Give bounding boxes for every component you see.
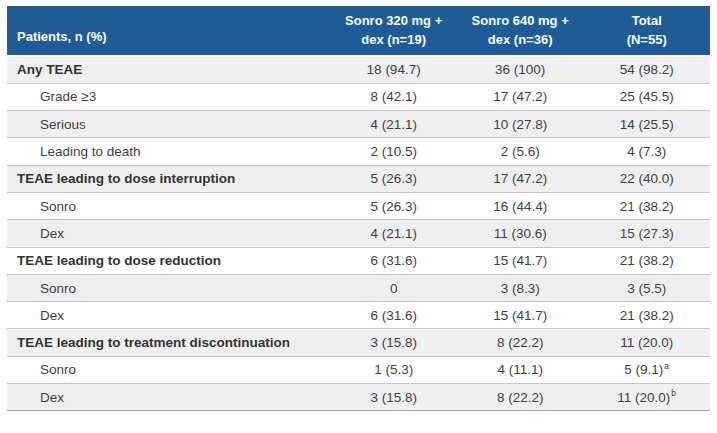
table-row: Dex6 (31.6)15 (41.7)21 (38.2) <box>7 302 710 329</box>
cell-value: 6 (31.6) <box>330 302 457 329</box>
cell-value: 1 (5.3) <box>330 356 457 383</box>
table-row: Dex3 (15.8)8 (22.2)11 (20.0)b <box>7 384 710 411</box>
cell-value: 4 (7.3) <box>583 138 710 165</box>
row-label: TEAE leading to dose reduction <box>7 247 330 274</box>
cell-value: 15 (27.3) <box>583 220 710 247</box>
teae-table-figure: Patients, n (%) Sonro 320 mg + dex (n=19… <box>0 0 717 411</box>
table-row: Sonro5 (26.3)16 (44.4)21 (38.2) <box>7 192 710 219</box>
cell-value: 0 <box>330 274 457 301</box>
row-label: Dex <box>7 220 330 247</box>
table-row: Sonro1 (5.3)4 (11.1)5 (9.1)a <box>7 356 710 383</box>
row-label: Dex <box>7 384 330 411</box>
cell-value: 8 (22.2) <box>457 384 584 411</box>
header-sonro-640: Sonro 640 mg + dex (n=36) <box>457 6 584 56</box>
table-row: Sonro03 (8.3)3 (5.5) <box>7 274 710 301</box>
header-total: Total (N=55) <box>583 6 710 56</box>
table-row: TEAE leading to dose reduction6 (31.6)15… <box>7 247 710 274</box>
table-row: Leading to death2 (10.5)2 (5.6)4 (7.3) <box>7 138 710 165</box>
row-label: Sonro <box>7 274 330 301</box>
table-row: Serious4 (21.1)10 (27.8)14 (25.5) <box>7 111 710 138</box>
cell-value: 4 (21.1) <box>330 220 457 247</box>
row-label: Sonro <box>7 356 330 383</box>
row-label: TEAE leading to treatment discontinuatio… <box>7 329 330 356</box>
header-sonro-320: Sonro 320 mg + dex (n=19) <box>330 6 457 56</box>
cell-value: 5 (26.3) <box>330 165 457 192</box>
cell-value: 18 (94.7) <box>330 56 457 83</box>
footnote-marker: a <box>664 361 669 371</box>
cell-value: 3 (8.3) <box>457 274 584 301</box>
table-row: Any TEAE18 (94.7)36 (100)54 (98.2) <box>7 56 710 83</box>
cell-value: 4 (21.1) <box>330 111 457 138</box>
cell-value: 15 (41.7) <box>457 302 584 329</box>
row-label: Leading to death <box>7 138 330 165</box>
cell-value: 10 (27.8) <box>457 111 584 138</box>
cell-value: 25 (45.5) <box>583 83 710 110</box>
cell-value: 54 (98.2) <box>583 56 710 83</box>
cell-value: 2 (10.5) <box>330 138 457 165</box>
cell-value: 6 (31.6) <box>330 247 457 274</box>
cell-value: 21 (38.2) <box>583 247 710 274</box>
cell-value: 5 (26.3) <box>330 192 457 219</box>
cell-value: 21 (38.2) <box>583 302 710 329</box>
teae-table: Patients, n (%) Sonro 320 mg + dex (n=19… <box>7 6 710 411</box>
cell-value: 11 (30.6) <box>457 220 584 247</box>
row-label: Dex <box>7 302 330 329</box>
cell-value: 3 (15.8) <box>330 329 457 356</box>
cell-value: 8 (42.1) <box>330 83 457 110</box>
cell-value: 16 (44.4) <box>457 192 584 219</box>
cell-value: 3 (5.5) <box>583 274 710 301</box>
cell-value: 8 (22.2) <box>457 329 584 356</box>
cell-value: 14 (25.5) <box>583 111 710 138</box>
footnote-marker: b <box>671 388 676 398</box>
header-patients: Patients, n (%) <box>7 6 330 56</box>
table-row: Grade ≥38 (42.1)17 (47.2)25 (45.5) <box>7 83 710 110</box>
table-row: TEAE leading to dose interruption5 (26.3… <box>7 165 710 192</box>
cell-value: 2 (5.6) <box>457 138 584 165</box>
table-body: Any TEAE18 (94.7)36 (100)54 (98.2)Grade … <box>7 56 710 411</box>
cell-value: 11 (20.0)b <box>583 384 710 411</box>
table-row: TEAE leading to treatment discontinuatio… <box>7 329 710 356</box>
row-label: TEAE leading to dose interruption <box>7 165 330 192</box>
cell-value: 22 (40.0) <box>583 165 710 192</box>
cell-value: 36 (100) <box>457 56 584 83</box>
row-label: Any TEAE <box>7 56 330 83</box>
cell-value: 4 (11.1) <box>457 356 584 383</box>
cell-value: 5 (9.1)a <box>583 356 710 383</box>
cell-value: 3 (15.8) <box>330 384 457 411</box>
cell-value: 15 (41.7) <box>457 247 584 274</box>
table-header: Patients, n (%) Sonro 320 mg + dex (n=19… <box>7 6 710 56</box>
row-label: Serious <box>7 111 330 138</box>
row-label: Sonro <box>7 192 330 219</box>
cell-value: 17 (47.2) <box>457 165 584 192</box>
cell-value: 17 (47.2) <box>457 83 584 110</box>
cell-value: 11 (20.0) <box>583 329 710 356</box>
header-row: Patients, n (%) Sonro 320 mg + dex (n=19… <box>7 6 710 56</box>
cell-value: 21 (38.2) <box>583 192 710 219</box>
table-row: Dex4 (21.1)11 (30.6)15 (27.3) <box>7 220 710 247</box>
row-label: Grade ≥3 <box>7 83 330 110</box>
